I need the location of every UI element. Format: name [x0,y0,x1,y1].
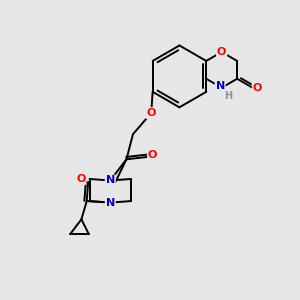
Text: O: O [76,174,86,184]
Text: H: H [224,91,232,101]
Text: O: O [253,82,262,93]
Text: O: O [146,108,156,118]
Text: N: N [216,81,225,91]
Text: N: N [106,198,115,208]
Text: O: O [148,150,158,161]
Text: N: N [106,176,115,185]
Text: O: O [217,47,226,57]
